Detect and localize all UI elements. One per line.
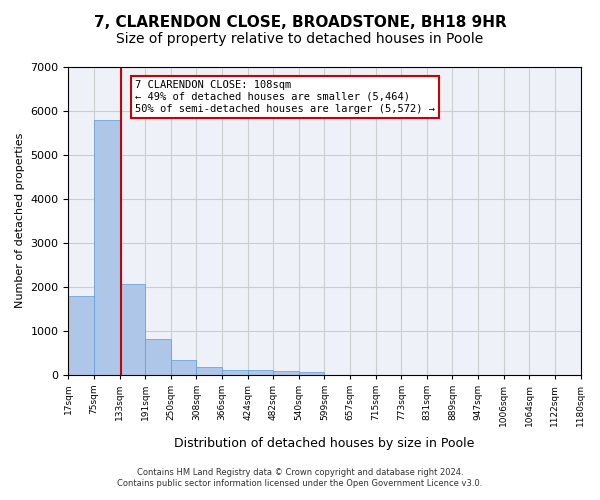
Text: Size of property relative to detached houses in Poole: Size of property relative to detached ho…	[116, 32, 484, 46]
Bar	[171, 360, 196, 374]
Bar	[299, 372, 325, 374]
Bar	[222, 370, 248, 374]
Bar	[196, 366, 222, 374]
Bar	[119, 284, 145, 374]
Bar	[273, 370, 299, 374]
X-axis label: Distribution of detached houses by size in Poole: Distribution of detached houses by size …	[174, 437, 475, 450]
Bar	[145, 338, 171, 374]
Bar	[94, 120, 119, 374]
Y-axis label: Number of detached properties: Number of detached properties	[15, 133, 25, 308]
Text: Contains HM Land Registry data © Crown copyright and database right 2024.
Contai: Contains HM Land Registry data © Crown c…	[118, 468, 482, 487]
Text: 7, CLARENDON CLOSE, BROADSTONE, BH18 9HR: 7, CLARENDON CLOSE, BROADSTONE, BH18 9HR	[94, 15, 506, 30]
Text: 7 CLARENDON CLOSE: 108sqm
← 49% of detached houses are smaller (5,464)
50% of se: 7 CLARENDON CLOSE: 108sqm ← 49% of detac…	[135, 80, 435, 114]
Bar	[248, 370, 273, 374]
Bar	[68, 296, 94, 374]
